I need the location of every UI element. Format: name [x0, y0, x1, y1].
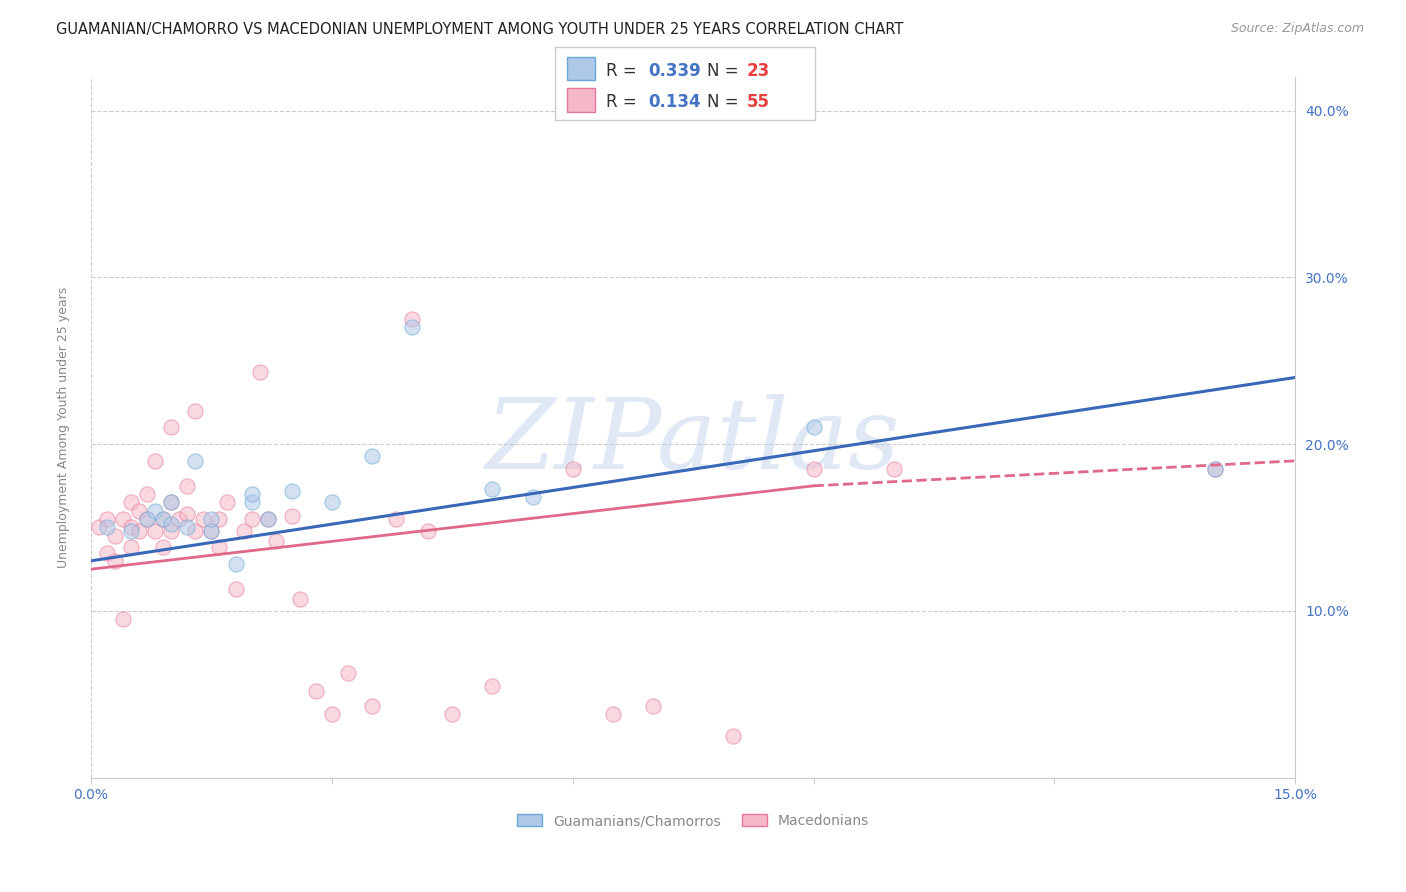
- Point: [256, 512, 278, 526]
- Point: [401, 312, 423, 326]
- Point: [723, 729, 745, 743]
- Point: [193, 512, 215, 526]
- Point: [200, 524, 222, 538]
- Point: [240, 512, 263, 526]
- Point: [96, 545, 118, 559]
- Point: [184, 404, 207, 418]
- Point: [481, 679, 503, 693]
- Point: [169, 512, 191, 526]
- Point: [803, 420, 825, 434]
- Text: R =: R =: [606, 93, 643, 112]
- Legend: Guamanians/Chamorros, Macedonians: Guamanians/Chamorros, Macedonians: [512, 808, 875, 834]
- Point: [160, 524, 183, 538]
- Point: [208, 541, 231, 555]
- Point: [143, 524, 166, 538]
- Point: [232, 524, 254, 538]
- Text: Source: ZipAtlas.com: Source: ZipAtlas.com: [1230, 22, 1364, 36]
- Text: N =: N =: [707, 93, 744, 112]
- Point: [136, 512, 159, 526]
- Point: [184, 454, 207, 468]
- Text: 23: 23: [747, 62, 770, 79]
- Point: [120, 495, 142, 509]
- Point: [96, 520, 118, 534]
- Point: [225, 557, 247, 571]
- Point: [160, 495, 183, 509]
- Point: [143, 454, 166, 468]
- Point: [361, 449, 384, 463]
- Point: [200, 524, 222, 538]
- Point: [321, 495, 343, 509]
- Point: [120, 520, 142, 534]
- Point: [249, 366, 271, 380]
- Point: [321, 707, 343, 722]
- Point: [143, 504, 166, 518]
- Point: [208, 512, 231, 526]
- Text: 55: 55: [747, 93, 769, 112]
- Text: GUAMANIAN/CHAMORRO VS MACEDONIAN UNEMPLOYMENT AMONG YOUTH UNDER 25 YEARS CORRELA: GUAMANIAN/CHAMORRO VS MACEDONIAN UNEMPLO…: [56, 22, 904, 37]
- Point: [361, 698, 384, 713]
- Point: [152, 512, 174, 526]
- Point: [176, 507, 198, 521]
- Point: [152, 512, 174, 526]
- Point: [883, 462, 905, 476]
- Point: [176, 479, 198, 493]
- Point: [401, 320, 423, 334]
- Point: [240, 487, 263, 501]
- Point: [481, 482, 503, 496]
- Point: [104, 529, 127, 543]
- Point: [1204, 462, 1226, 476]
- Point: [160, 420, 183, 434]
- Point: [418, 524, 440, 538]
- Point: [136, 512, 159, 526]
- Text: R =: R =: [606, 62, 643, 79]
- Point: [120, 541, 142, 555]
- Point: [160, 495, 183, 509]
- Point: [522, 491, 544, 505]
- Point: [336, 665, 359, 680]
- Point: [240, 495, 263, 509]
- Point: [561, 462, 583, 476]
- Point: [305, 683, 328, 698]
- Point: [225, 582, 247, 597]
- Point: [280, 483, 302, 498]
- Point: [441, 707, 464, 722]
- Point: [104, 554, 127, 568]
- Point: [1204, 462, 1226, 476]
- Point: [112, 512, 135, 526]
- Point: [288, 592, 311, 607]
- Point: [264, 533, 287, 548]
- Text: 0.134: 0.134: [648, 93, 700, 112]
- Point: [280, 508, 302, 523]
- Point: [385, 512, 408, 526]
- Text: N =: N =: [707, 62, 744, 79]
- Y-axis label: Unemployment Among Youth under 25 years: Unemployment Among Youth under 25 years: [58, 287, 70, 568]
- Point: [128, 504, 150, 518]
- Point: [200, 512, 222, 526]
- Point: [160, 517, 183, 532]
- Point: [96, 512, 118, 526]
- Point: [803, 462, 825, 476]
- Point: [641, 698, 664, 713]
- Text: 0.339: 0.339: [648, 62, 702, 79]
- Point: [112, 612, 135, 626]
- Point: [184, 524, 207, 538]
- Point: [602, 707, 624, 722]
- Point: [136, 487, 159, 501]
- Text: ZIPatlas: ZIPatlas: [486, 394, 900, 489]
- Point: [120, 524, 142, 538]
- Point: [256, 512, 278, 526]
- Point: [128, 524, 150, 538]
- Point: [217, 495, 239, 509]
- Point: [87, 520, 110, 534]
- Point: [176, 520, 198, 534]
- Point: [152, 541, 174, 555]
